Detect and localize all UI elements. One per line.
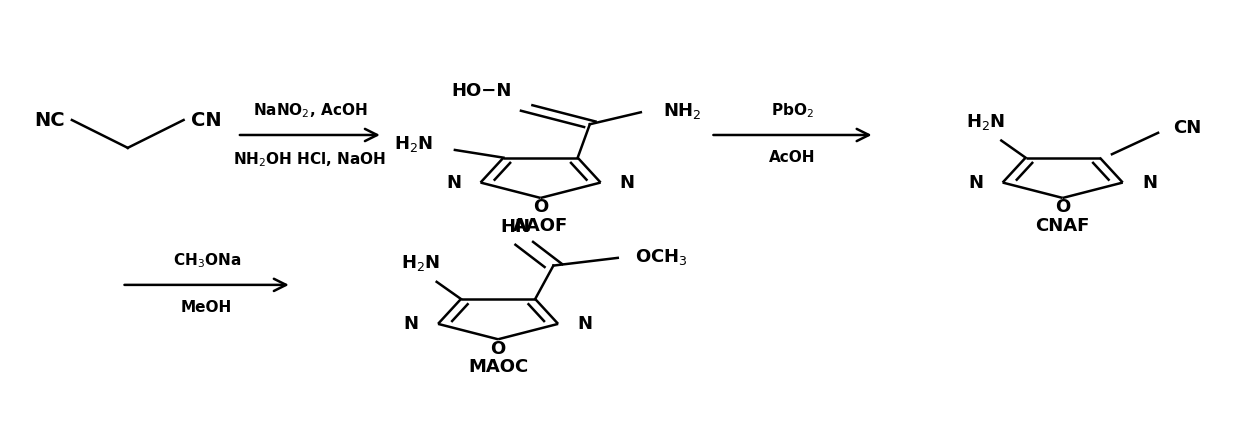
Text: AcOH: AcOH (769, 150, 815, 165)
Text: CH$_3$ONa: CH$_3$ONa (172, 251, 240, 270)
Text: N: N (404, 315, 419, 333)
Text: CN: CN (191, 111, 222, 129)
Text: H$_2$N: H$_2$N (401, 253, 441, 273)
Text: O: O (1056, 198, 1070, 216)
Text: CN: CN (1172, 119, 1201, 137)
Text: O: O (491, 340, 506, 358)
Text: N: N (620, 173, 634, 191)
Text: HO−N: HO−N (452, 82, 512, 100)
Text: N: N (446, 173, 461, 191)
Text: MAOC: MAOC (468, 358, 528, 376)
Text: NH$_2$OH HCl, NaOH: NH$_2$OH HCl, NaOH (233, 150, 387, 169)
Text: H$_2$N: H$_2$N (966, 112, 1005, 132)
Text: NC: NC (33, 111, 64, 129)
Text: MeOH: MeOH (181, 300, 232, 315)
Text: N: N (577, 315, 592, 333)
Text: OCH$_3$: OCH$_3$ (634, 246, 688, 267)
Text: AAOF: AAOF (513, 217, 569, 235)
Text: O: O (533, 198, 548, 216)
Text: HN: HN (501, 218, 530, 236)
Text: PbO$_2$: PbO$_2$ (771, 101, 814, 120)
Text: H$_2$N: H$_2$N (394, 135, 434, 154)
Text: NaNO$_2$, AcOH: NaNO$_2$, AcOH (253, 101, 367, 120)
Text: CNAF: CNAF (1036, 217, 1090, 235)
Text: N: N (1142, 173, 1157, 191)
Text: N: N (969, 173, 984, 191)
Text: NH$_2$: NH$_2$ (663, 101, 701, 121)
